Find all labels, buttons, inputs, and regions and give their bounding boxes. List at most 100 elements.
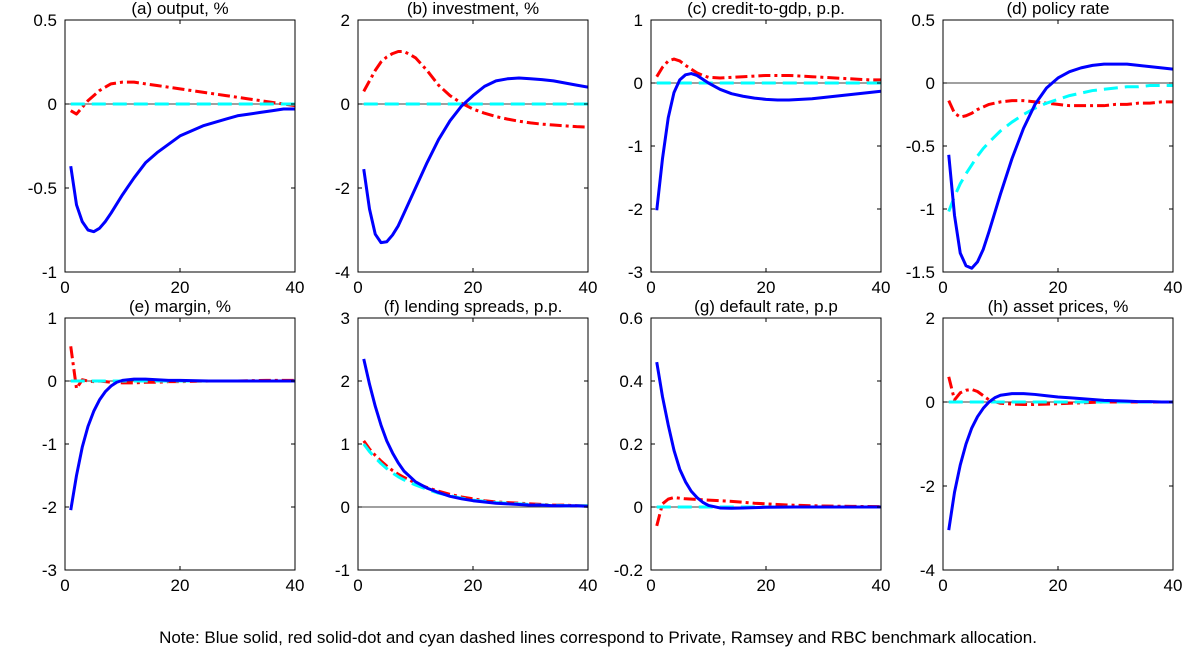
panel-title: (d) policy rate xyxy=(1007,0,1110,18)
x-tick-label: 20 xyxy=(171,278,190,297)
series-group xyxy=(947,62,1173,270)
x-tick-label: 20 xyxy=(464,278,483,297)
y-tick-label: 0 xyxy=(341,95,350,114)
x-tick-label: 20 xyxy=(171,576,190,595)
series-line-private xyxy=(362,76,588,245)
series-line-ramsey xyxy=(362,439,588,508)
axes-frame xyxy=(942,317,1174,571)
x-tick-label: 0 xyxy=(60,278,69,297)
panel-title: (g) default rate, p.p xyxy=(694,297,838,316)
x-tick-label: 40 xyxy=(286,576,305,595)
y-tick-label: 0 xyxy=(341,498,350,517)
y-tick-label: -0.5 xyxy=(28,179,57,198)
y-tick-label: -2 xyxy=(335,179,350,198)
x-tick-label: 40 xyxy=(579,576,598,595)
x-tick-label: 20 xyxy=(1049,278,1068,297)
y-tick-label: 0.5 xyxy=(33,11,57,30)
series-line-private xyxy=(69,377,295,511)
y-tick-label: 2 xyxy=(341,11,350,30)
series-line-rbc xyxy=(947,84,1173,213)
y-tick-label: 0.2 xyxy=(619,435,643,454)
x-tick-label: 20 xyxy=(757,278,776,297)
series-line-private xyxy=(655,361,881,510)
panel-title: (c) credit-to-gdp, p.p. xyxy=(687,0,845,18)
y-tick-label: -2 xyxy=(628,200,643,219)
x-tick-label: 0 xyxy=(60,576,69,595)
y-tick-label: 0 xyxy=(926,74,935,93)
x-tick-label: 20 xyxy=(757,576,776,595)
series-line-rbc xyxy=(362,443,588,508)
y-tick-label: -3 xyxy=(628,263,643,282)
y-tick-label: -0.5 xyxy=(906,137,935,156)
x-tick-label: 0 xyxy=(938,278,947,297)
panel-title: (f) lending spreads, p.p. xyxy=(384,297,563,316)
series-line-private xyxy=(655,72,881,211)
figure-note: Note: Blue solid, red solid-dot and cyan… xyxy=(159,628,1037,647)
y-tick-label: 1 xyxy=(634,11,643,30)
series-line-private xyxy=(69,107,295,234)
series-line-ramsey xyxy=(362,50,588,129)
y-tick-label: -2 xyxy=(920,477,935,496)
panel-2: (c) credit-to-gdp, p.p.10-1-2-30 20 40 xyxy=(628,0,891,297)
panel-title: (h) asset prices, % xyxy=(988,297,1129,316)
y-tick-label: 2 xyxy=(341,372,350,391)
y-tick-label: -4 xyxy=(335,263,350,282)
y-tick-label: 0 xyxy=(48,95,57,114)
series-line-ramsey xyxy=(655,496,881,527)
panel-title: (a) output, % xyxy=(131,0,228,18)
y-tick-label: 0.4 xyxy=(619,372,643,391)
series-group xyxy=(655,57,881,211)
y-tick-label: -2 xyxy=(42,498,57,517)
x-tick-label: 20 xyxy=(464,576,483,595)
panel-6: (g) default rate, p.p0.60.40.20-0.20 20 40 xyxy=(614,297,891,595)
y-tick-label: 0 xyxy=(926,393,935,412)
x-tick-label: 0 xyxy=(353,576,362,595)
panel-7: (h) asset prices, %20-2-40 20 40 xyxy=(920,297,1183,595)
series-line-private xyxy=(947,392,1173,531)
y-tick-label: -1 xyxy=(42,435,57,454)
series-line-ramsey xyxy=(947,99,1173,119)
y-tick-label: -1 xyxy=(42,263,57,282)
axes-frame xyxy=(64,19,296,273)
y-tick-label: 3 xyxy=(341,309,350,328)
x-tick-label: 0 xyxy=(353,278,362,297)
y-tick-label: 0 xyxy=(634,498,643,517)
panel-title: (e) margin, % xyxy=(129,297,231,316)
y-tick-label: 2 xyxy=(926,309,935,328)
panel-title: (b) investment, % xyxy=(407,0,539,18)
series-group xyxy=(362,358,588,508)
axes-frame xyxy=(64,317,296,571)
x-tick-label: 40 xyxy=(872,576,891,595)
series-line-ramsey xyxy=(655,57,881,82)
x-tick-label: 0 xyxy=(646,576,655,595)
y-tick-label: -1 xyxy=(335,561,350,580)
x-tick-label: 20 xyxy=(1049,576,1068,595)
series-group xyxy=(362,50,588,245)
y-tick-label: 0.6 xyxy=(619,309,643,328)
panel-1: (b) investment, %20-2-40 20 40 xyxy=(335,0,598,297)
y-tick-label: -1 xyxy=(628,137,643,156)
x-tick-label: 40 xyxy=(286,278,305,297)
series-group xyxy=(655,361,881,527)
y-tick-label: -0.2 xyxy=(614,561,643,580)
x-tick-label: 40 xyxy=(1164,278,1183,297)
axes-frame xyxy=(357,317,589,571)
y-tick-label: -1.5 xyxy=(906,263,935,282)
y-tick-label: 0 xyxy=(48,372,57,391)
y-tick-label: -1 xyxy=(920,200,935,219)
y-tick-label: 1 xyxy=(341,435,350,454)
panel-4: (e) margin, %10-1-2-30 20 40 xyxy=(42,297,305,595)
x-tick-label: 0 xyxy=(938,576,947,595)
series-group xyxy=(69,346,295,511)
series-group xyxy=(69,80,295,234)
panel-0: (a) output, %0.50-0.5-10 20 40 xyxy=(28,0,305,297)
series-line-private xyxy=(362,358,588,508)
x-tick-label: 0 xyxy=(646,278,655,297)
x-tick-label: 40 xyxy=(1164,576,1183,595)
axes-frame xyxy=(650,317,882,571)
y-tick-label: 1 xyxy=(48,309,57,328)
series-line-ramsey xyxy=(69,80,295,116)
